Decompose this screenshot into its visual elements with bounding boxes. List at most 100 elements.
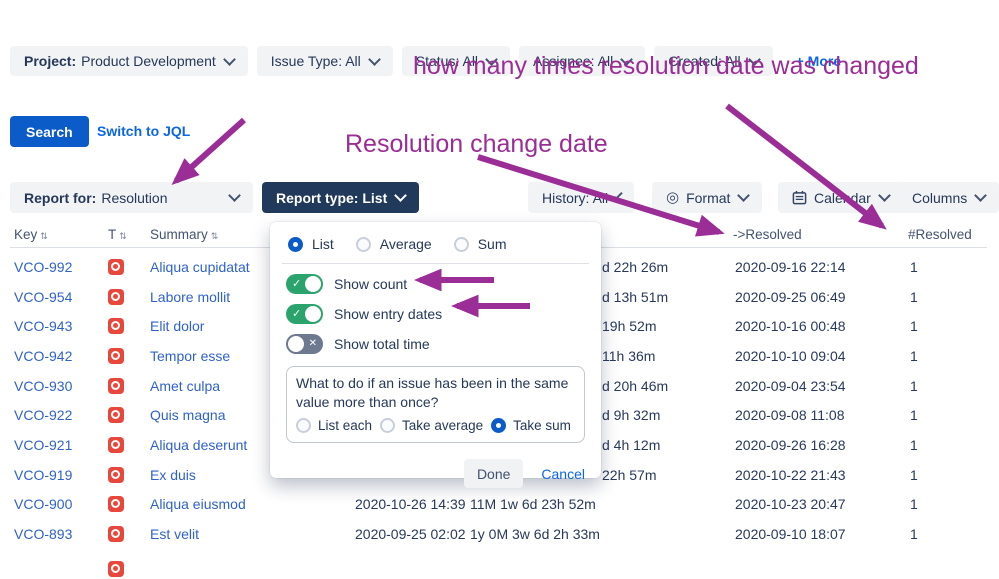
- filter-status[interactable]: Status: All: [401, 46, 511, 76]
- issue-key-link[interactable]: VCO-943: [14, 318, 73, 335]
- chevron-down-icon: [614, 191, 623, 200]
- filter-assignee[interactable]: Assignee: All: [519, 46, 646, 76]
- annotation-count-note: how many times resolution date was chang…: [413, 52, 919, 80]
- filter-project-label: Project:: [24, 53, 77, 69]
- issue-summary-link[interactable]: Aliqua cupidatat: [150, 258, 250, 275]
- bug-icon: [108, 560, 124, 577]
- resolved-date-cell: 2020-09-04 23:54: [735, 377, 846, 394]
- issue-summary-link[interactable]: Aliqua eiusmod: [150, 496, 246, 513]
- issue-type-cell: [108, 288, 124, 305]
- history-dropdown[interactable]: History: All: [528, 182, 634, 213]
- sort-icon: ⇅: [210, 231, 219, 241]
- resolved-date-cell: 2020-09-25 06:49: [735, 288, 846, 305]
- resolved-date-cell: 2020-10-16 00:48: [735, 318, 846, 335]
- show-entry-dates-toggle-row[interactable]: Show entry dates: [286, 304, 585, 324]
- bug-icon: [108, 496, 124, 513]
- done-button[interactable]: Done: [463, 459, 524, 488]
- issue-summary-link[interactable]: Est velit: [150, 526, 200, 543]
- cancel-button[interactable]: Cancel: [541, 465, 585, 482]
- issue-summary-link[interactable]: Labore mollit: [150, 288, 231, 305]
- filter-project-value: Product Development: [81, 53, 216, 69]
- issue-key-link[interactable]: VCO-900: [14, 496, 73, 513]
- column-header-resolved-count[interactable]: #Resolved: [908, 227, 972, 242]
- filter-issue-type[interactable]: Issue Type: All: [256, 46, 393, 76]
- show-count-toggle-row[interactable]: Show count: [286, 274, 585, 294]
- option-take-average[interactable]: Take average: [380, 416, 483, 435]
- resolved-count-cell: 1: [910, 377, 918, 394]
- issue-summary-link[interactable]: Elit dolor: [150, 318, 205, 335]
- duration-cell: 11h 36m: [602, 347, 656, 364]
- radio-selected-icon[interactable]: [288, 236, 303, 252]
- duration-cell: 19h 52m: [602, 318, 657, 335]
- duration-cell: d 4h 12m: [602, 436, 661, 453]
- filter-created[interactable]: Created: All: [654, 46, 773, 76]
- columns-dropdown[interactable]: Columns: [898, 182, 999, 213]
- issue-summary-link[interactable]: Tempor esse: [150, 347, 231, 364]
- issue-key-link[interactable]: VCO-992: [14, 258, 73, 275]
- issue-key-link[interactable]: VCO-919: [14, 466, 73, 483]
- popup-divider: [282, 263, 589, 264]
- column-header-type[interactable]: T ⇅: [108, 227, 127, 242]
- duration-cell: d 9h 32m: [602, 407, 661, 424]
- chevron-down-icon: [877, 189, 891, 202]
- resolved-date-cell: 2020-09-10 18:07: [735, 526, 846, 543]
- radio-icon[interactable]: [296, 418, 311, 433]
- duration-cell: d 20h 46m: [602, 377, 669, 394]
- table-row: VCO-922 Quis magna d 9h 32m 2020-09-08 1…: [0, 400, 999, 430]
- filter-issue-type-label: Issue Type: All: [270, 53, 361, 69]
- issue-summary-link[interactable]: Ex duis: [150, 466, 196, 483]
- duration-cell: 11M 1w 6d 23h 52m: [470, 496, 596, 513]
- toggle-on-icon[interactable]: [286, 274, 323, 294]
- report-for-dropdown[interactable]: Report for: Resolution: [10, 182, 253, 213]
- table-row: VCO-930 Amet culpa d 20h 46m 2020-09-04 …: [0, 371, 999, 401]
- more-filters-link[interactable]: + More: [795, 53, 842, 69]
- toggle-label: Show count: [334, 276, 408, 292]
- issue-summary-link[interactable]: Aliqua deserunt: [150, 436, 248, 453]
- search-button[interactable]: Search: [10, 116, 89, 147]
- duration-cell: 1y 0M 3w 6d 2h 33m: [470, 526, 600, 543]
- resolved-count-cell: 1: [910, 288, 918, 305]
- mode-radio-group: List Average Sum: [286, 236, 585, 252]
- issue-summary-link[interactable]: Amet culpa: [150, 377, 221, 394]
- switch-to-jql-link[interactable]: Switch to JQL: [97, 123, 191, 139]
- option-label: Take sum: [513, 418, 571, 433]
- mode-option-label: Average: [379, 236, 432, 252]
- report-type-dropdown[interactable]: Report type: List: [262, 182, 420, 213]
- issue-key-link[interactable]: VCO-893: [14, 526, 73, 543]
- format-dropdown[interactable]: ◎ Format: [652, 182, 763, 213]
- column-header-resolved-date[interactable]: ->Resolved: [733, 227, 802, 242]
- resolved-date-cell: 2020-10-10 09:04: [735, 347, 846, 364]
- resolved-count-cell: 1: [910, 496, 918, 513]
- mode-option-label: Sum: [477, 236, 507, 252]
- show-total-time-toggle-row[interactable]: Show total time: [286, 334, 585, 354]
- mode-option-average[interactable]: Average: [355, 236, 432, 252]
- radio-icon[interactable]: [355, 236, 371, 252]
- mode-option-sum[interactable]: Sum: [453, 236, 507, 252]
- column-header-key[interactable]: Key ⇅: [14, 227, 48, 242]
- option-list-each[interactable]: List each: [296, 416, 372, 435]
- table-row: VCO-943 Elit dolor 19h 52m 2020-10-16 00…: [0, 311, 999, 341]
- column-header-summary[interactable]: Summary ⇅: [150, 227, 219, 242]
- toggle-on-icon[interactable]: [286, 304, 323, 324]
- issue-key-link[interactable]: VCO-954: [14, 288, 73, 305]
- option-take-sum[interactable]: Take sum: [491, 416, 571, 435]
- calendar-icon: [792, 190, 807, 205]
- mode-option-list[interactable]: List: [288, 236, 334, 252]
- issue-key-link[interactable]: VCO-921: [14, 436, 73, 453]
- calendar-dropdown[interactable]: Calendar: [778, 182, 903, 213]
- format-label: Format: [686, 189, 731, 206]
- entry-date-cell: 2020-09-25 02:02: [355, 526, 466, 543]
- bug-icon: [108, 318, 124, 335]
- issue-summary-link[interactable]: Quis magna: [150, 407, 226, 424]
- radio-icon[interactable]: [453, 236, 469, 252]
- issue-type-cell: [108, 466, 124, 483]
- toggle-off-icon[interactable]: [286, 334, 323, 354]
- radio-icon[interactable]: [380, 418, 396, 433]
- report-type-label: Report type: List: [276, 189, 388, 206]
- filter-project[interactable]: Project: Product Development: [10, 46, 248, 76]
- issue-key-link[interactable]: VCO-930: [14, 377, 73, 394]
- issue-key-link[interactable]: VCO-922: [14, 407, 73, 424]
- issue-key-link[interactable]: VCO-942: [14, 347, 73, 364]
- sort-icon: ⇅: [40, 231, 48, 241]
- radio-selected-icon[interactable]: [491, 418, 507, 433]
